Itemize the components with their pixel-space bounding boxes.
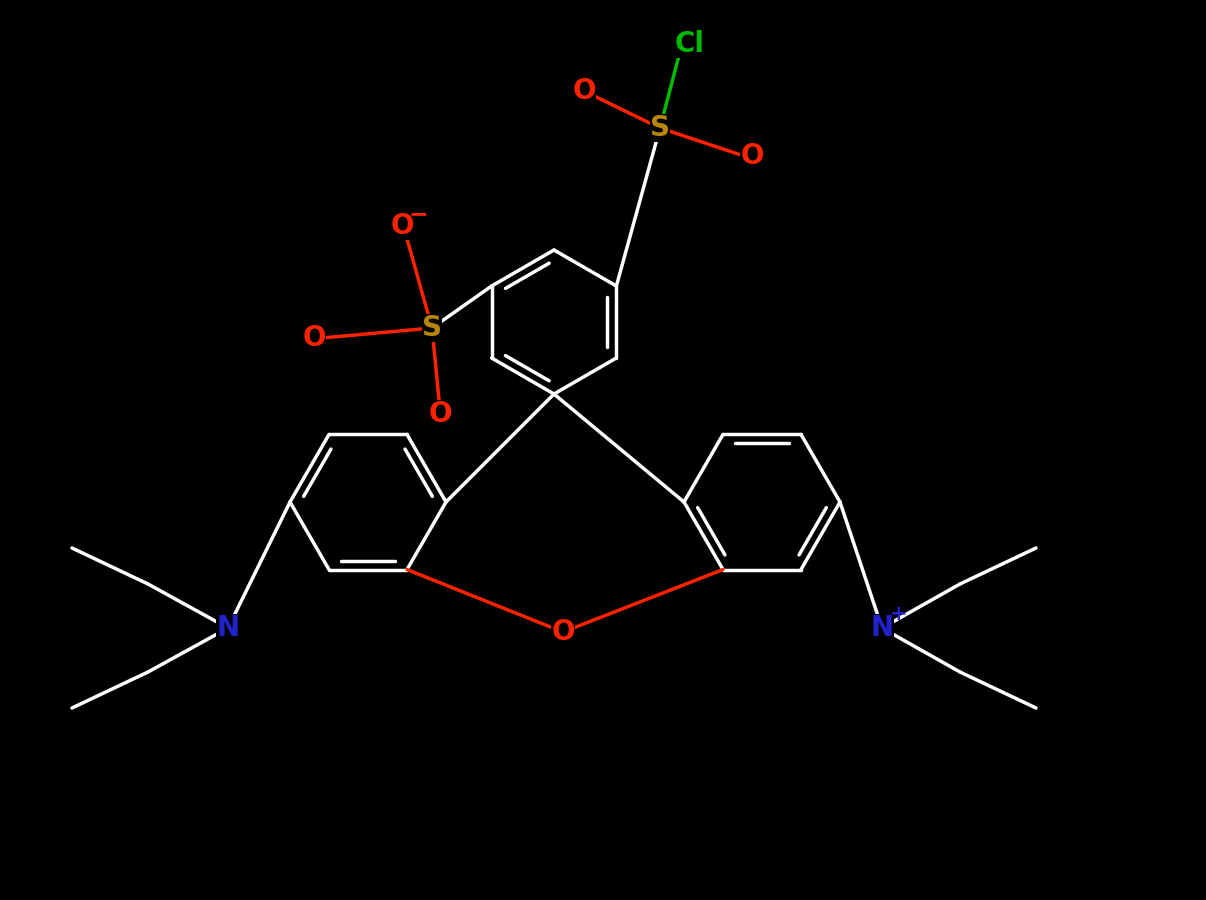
Text: O: O (391, 212, 414, 240)
Text: O: O (303, 324, 326, 352)
Text: −: − (408, 202, 428, 226)
Text: O: O (551, 618, 575, 646)
Text: O: O (428, 400, 452, 428)
Text: S: S (650, 114, 671, 142)
Text: Cl: Cl (675, 30, 706, 58)
Text: N: N (871, 614, 894, 642)
Text: N: N (216, 614, 240, 642)
Text: O: O (740, 142, 763, 170)
Text: +: + (890, 604, 908, 624)
Text: S: S (422, 314, 443, 342)
Text: O: O (573, 77, 596, 105)
